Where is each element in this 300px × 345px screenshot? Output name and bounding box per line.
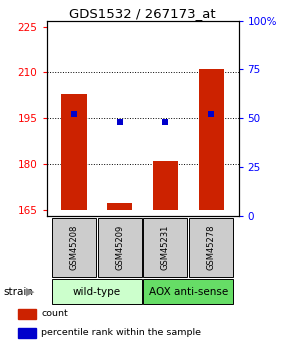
Bar xyxy=(61,94,86,209)
FancyBboxPatch shape xyxy=(143,278,233,305)
Text: ▶: ▶ xyxy=(26,287,34,296)
Text: GSM45231: GSM45231 xyxy=(161,225,170,270)
FancyBboxPatch shape xyxy=(52,218,96,277)
Bar xyxy=(18,309,36,319)
Text: GSM45208: GSM45208 xyxy=(69,225,78,270)
FancyBboxPatch shape xyxy=(98,218,142,277)
Text: count: count xyxy=(41,309,68,318)
Text: strain: strain xyxy=(3,287,33,296)
Title: GDS1532 / 267173_at: GDS1532 / 267173_at xyxy=(69,7,216,20)
Bar xyxy=(107,204,132,209)
FancyBboxPatch shape xyxy=(143,218,187,277)
Text: GSM45278: GSM45278 xyxy=(207,225,216,270)
Text: GSM45209: GSM45209 xyxy=(115,225,124,270)
Text: percentile rank within the sample: percentile rank within the sample xyxy=(41,328,201,337)
Text: AOX anti-sense: AOX anti-sense xyxy=(148,287,228,296)
Text: wild-type: wild-type xyxy=(73,287,121,296)
Bar xyxy=(153,161,178,209)
FancyBboxPatch shape xyxy=(52,278,142,305)
Bar xyxy=(199,69,224,209)
FancyBboxPatch shape xyxy=(189,218,233,277)
Bar xyxy=(18,328,36,338)
